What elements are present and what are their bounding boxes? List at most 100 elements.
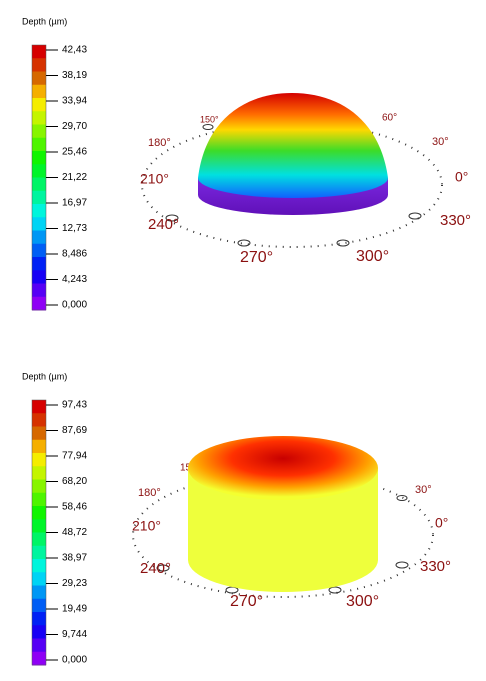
colorbar-band [32,243,46,258]
colorbar-band [32,479,46,494]
colorbar-band [32,151,46,165]
angle-label: 270° [240,249,273,266]
colorbar-label: 0,000 [62,655,87,666]
colorbar-band [32,598,46,613]
angle-label: 30° [415,484,432,496]
colorbar-band [32,270,46,284]
angle-label: 0° [435,515,448,531]
colorbar-band [32,492,46,507]
colorbar-title: Depth (µm) [22,16,67,26]
colorbar-band [32,84,46,99]
angle-label: 300° [356,248,389,265]
colorbar-label: 19,49 [62,604,87,615]
colorbar-band [32,98,46,112]
marker [336,239,350,247]
angle-label: 210° [132,518,161,534]
dome [198,93,388,198]
marker [396,495,408,501]
panel-1: Depth (µm) 42,43 38,19 33,94 29,70 25,46 21,22… [22,16,471,310]
colorbar-band [32,124,46,139]
colorbar-band [32,58,46,72]
colorbar-band [32,296,46,311]
marker [202,124,214,130]
colorbar-band [32,257,46,271]
colorbar-label: 29,23 [62,578,87,589]
colorbar-label: 21,22 [62,172,87,183]
cylinder-top [188,436,378,500]
marker [237,239,251,247]
colorbar-band [32,519,46,533]
colorbar-band [32,585,46,600]
colorbar-label: 9,744 [62,629,87,640]
colorbar-label: 16,97 [62,198,87,209]
marker [395,561,409,569]
colorbar-band [32,230,46,245]
colorbar-band [32,506,46,520]
colorbar-label: 38,97 [62,553,87,564]
marker [225,586,239,594]
colorbar-band [32,651,46,666]
angle-label: 300° [346,593,379,610]
colorbar-band [32,638,46,653]
colorbar-band [32,137,46,152]
colorbar-band [32,204,46,218]
angle-ring [141,122,443,248]
colorbar-band [32,572,46,586]
colorbar-band [32,164,46,178]
colorbar-band [32,45,46,59]
colorbar-band [32,283,46,298]
colorbar-label: 42,43 [62,45,87,56]
colorbar-band [32,400,46,414]
angle-label: 240° [148,216,179,233]
colorbar-band [32,612,46,626]
angle-label: 0° [455,169,468,185]
angle-label: 270° [230,593,263,610]
marker [165,214,179,222]
angle-label: 180° [148,137,171,149]
colorbar-band [32,426,46,441]
colorbar-band [32,545,46,560]
colorbar-band [32,625,46,639]
angle-ring [132,472,434,598]
colorbar-label: 8,486 [62,249,87,260]
marker [328,586,342,594]
colorbar-band [32,559,46,573]
colorbar-label: 97,43 [62,400,87,411]
colorbar-band [32,413,46,427]
colorbar-band [32,177,46,192]
angle-label: 330° [440,212,471,229]
angle-label: 240° [140,560,171,577]
colorbar-label: 38,19 [62,70,87,81]
colorbar-band [32,532,46,547]
angle-label: 210° [140,171,169,187]
colorbar-label: 29,70 [62,121,87,132]
colorbar-label: 68,20 [62,476,87,487]
colorbar-band [32,217,46,231]
angle-label: 180° [138,487,161,499]
colorbar-label: 12,73 [62,223,87,234]
colorbar-label: 58,46 [62,502,87,513]
colorbar-label: 48,72 [62,527,87,538]
panel-2: Depth (µm) 97,43 87,69 77,94 68,20 58,46 48,72… [22,371,451,665]
colorbar-band [32,190,46,205]
marker [156,564,170,572]
colorbar-band [32,466,46,480]
cylinder-side [188,468,378,592]
colorbar-band [32,111,46,125]
colorbar-label: 0,000 [62,300,87,311]
colorbar-label: 87,69 [62,425,87,436]
angle-label: 60° [382,113,397,124]
colorbar-band [32,71,46,86]
angle-label: 330° [420,558,451,575]
colorbar-title: Depth (µm) [22,371,67,381]
colorbar-label: 4,243 [62,274,87,285]
colorbar-label: 25,46 [62,147,87,158]
colorbar-band [32,439,46,454]
marker [408,212,422,220]
colorbar-label: 77,94 [62,451,87,462]
angle-label: 30° [432,136,449,148]
colorbar-label: 33,94 [62,96,87,107]
angle-label: 150° [200,114,219,124]
colorbar-band [32,453,46,467]
